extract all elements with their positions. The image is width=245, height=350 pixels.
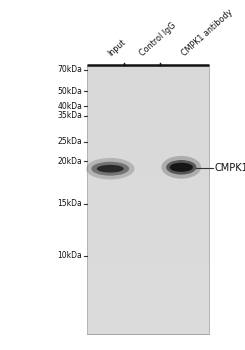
Text: Input: Input (107, 37, 128, 58)
Ellipse shape (170, 163, 193, 172)
Text: 40kDa: 40kDa (57, 102, 82, 111)
Ellipse shape (86, 158, 135, 180)
Ellipse shape (161, 156, 201, 178)
Text: 20kDa: 20kDa (57, 156, 82, 166)
Text: 50kDa: 50kDa (57, 86, 82, 96)
Text: Control IgG: Control IgG (138, 21, 178, 58)
Ellipse shape (91, 162, 129, 176)
Text: 10kDa: 10kDa (57, 251, 82, 260)
Text: CMPK1: CMPK1 (214, 163, 245, 173)
Bar (87, 65, 209, 334)
Text: 15kDa: 15kDa (57, 199, 82, 208)
Text: 25kDa: 25kDa (57, 137, 82, 146)
Text: 70kDa: 70kDa (57, 65, 82, 75)
Text: CMPK1 antibody: CMPK1 antibody (180, 7, 234, 58)
Ellipse shape (166, 160, 196, 175)
Text: 35kDa: 35kDa (57, 111, 82, 120)
Ellipse shape (97, 165, 124, 173)
